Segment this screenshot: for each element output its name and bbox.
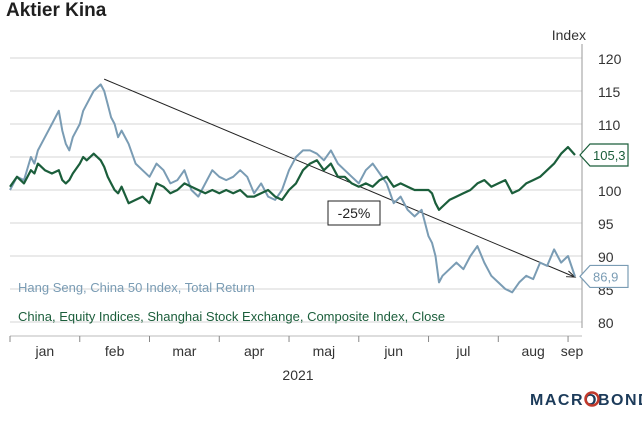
xtick-label: jun — [383, 343, 403, 359]
series-line-hang-seng — [9, 83, 576, 294]
legend-shanghai: China, Equity Indices, Shanghai Stock Ex… — [18, 309, 445, 324]
end-label-box — [579, 264, 629, 289]
series-layer — [9, 83, 576, 294]
end-label-text: 105,3 — [593, 148, 626, 163]
series-line-shanghai — [9, 146, 576, 211]
axis-layer: 80859095100105110115120Indexjanfebmarapr… — [9, 27, 622, 383]
end-label-shanghai: 105,3 — [579, 143, 629, 167]
brand-layer: MACROBOND — [530, 391, 642, 409]
ytick-label: 115 — [598, 84, 621, 100]
ytick-label: 80 — [598, 315, 614, 331]
ytick-label: 100 — [598, 183, 622, 199]
xtick-label: jul — [455, 343, 470, 359]
label-layer: 86,9 105,3 -25% Hang Seng, China 50 Index, … — [18, 143, 629, 324]
ytick-label: 120 — [598, 51, 622, 67]
drop-annotation-text: -25% — [338, 205, 371, 221]
trend-line — [103, 78, 576, 278]
trend-arrowhead — [566, 270, 577, 278]
x-axis-title: 2021 — [282, 367, 313, 383]
chart-title: Aktier Kina — [6, 0, 107, 21]
ytick-label: 90 — [598, 249, 614, 265]
macrobond-logo-ring — [584, 391, 600, 407]
end-label-text: 86,9 — [593, 269, 618, 284]
xtick-label: sep — [561, 343, 584, 359]
legend-hang-seng: Hang Seng, China 50 Index, Total Return — [18, 280, 255, 295]
drop-annotation-box — [327, 200, 381, 226]
xtick-label: maj — [313, 343, 336, 359]
end-label-box — [579, 143, 629, 167]
y-axis-title: Index — [552, 27, 586, 43]
xtick-label: feb — [105, 343, 125, 359]
xtick-label: aug — [521, 343, 544, 359]
xtick-label: apr — [244, 343, 265, 359]
ytick-label: 95 — [598, 216, 614, 232]
ytick-label: 110 — [598, 117, 621, 133]
xtick-label: jan — [35, 343, 55, 359]
xtick-label: mar — [172, 343, 196, 359]
trend-layer — [103, 78, 577, 278]
end-label-hang-seng: 86,9 — [579, 264, 629, 289]
